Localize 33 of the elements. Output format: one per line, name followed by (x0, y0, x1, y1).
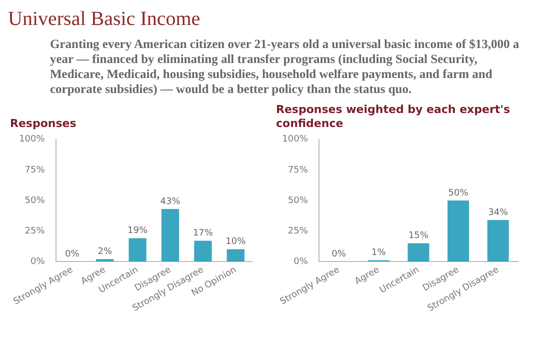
bar (161, 209, 180, 262)
data-label: 17% (192, 228, 214, 239)
y-tick-label: 75% (24, 165, 46, 176)
chart-title: Responses (9, 116, 78, 131)
y-tick-label: 50% (288, 196, 308, 206)
y-tick-label: 0% (294, 256, 308, 267)
bar (487, 220, 509, 262)
data-label: 0% (332, 249, 346, 260)
text: Universal Basic Income (8, 8, 202, 31)
bar (194, 240, 212, 262)
chart-title: Responses weighted by each expert's confidence (275, 102, 512, 131)
y-tick-label: 0% (30, 256, 46, 267)
bar (128, 238, 146, 262)
y-tick-label: 50% (24, 196, 46, 206)
y-tick-label: 100% (19, 134, 46, 145)
y-tick-label: 25% (24, 226, 46, 236)
bar (448, 200, 470, 262)
data-label: 2% (98, 246, 112, 257)
y-tick-label: 75% (288, 165, 308, 176)
data-label: 43% (160, 196, 181, 207)
text: Granting every American citizen over 21-years old a universal basic income of $13,000 a year — financed by eliminating all transfer programs (including Social Security, Medicare, Medicaid, housing subsidies, household welfare payments, and farm and corporate subsidies) — would be a better policy than the status quo. (49, 37, 520, 97)
data-label: 1% (372, 248, 386, 258)
data-label: 15% (408, 231, 429, 242)
bar (226, 249, 244, 262)
bar (408, 243, 430, 262)
data-label: 19% (128, 226, 148, 236)
data-label: 34% (488, 208, 509, 218)
data-label: 50% (448, 188, 469, 198)
data-label: 10% (226, 237, 246, 248)
bar (96, 259, 114, 262)
y-tick-label: 100% (282, 134, 308, 145)
y-tick-label: 25% (288, 226, 308, 236)
data-label: 0% (65, 249, 80, 260)
